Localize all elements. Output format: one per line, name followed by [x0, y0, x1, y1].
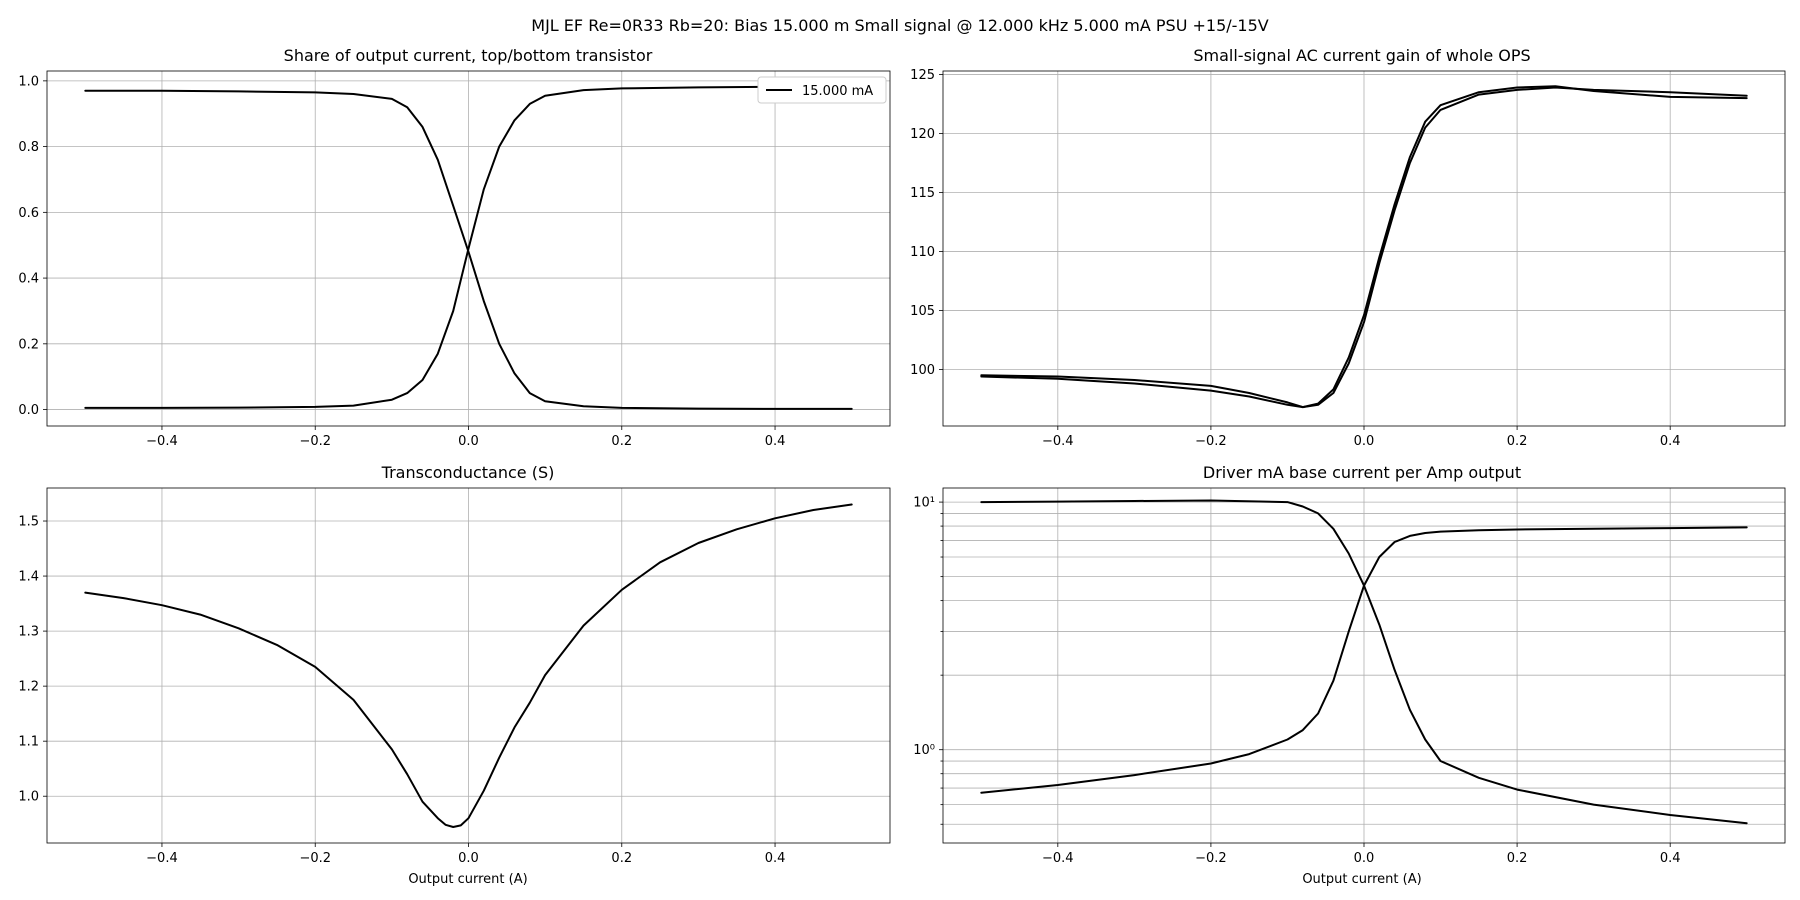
x-tick-label: −0.2: [299, 434, 331, 449]
subplot-transconductance: Transconductance (S) Output current (A) …: [18, 463, 891, 887]
y-tick-label: 100: [910, 363, 935, 378]
x-tick-label: −0.4: [146, 434, 178, 449]
x-tick-label: 0.2: [1507, 851, 1528, 866]
y-tick-label: 115: [910, 186, 935, 201]
x-tick-label: −0.2: [1195, 434, 1227, 449]
y-tick-label: 1.0: [18, 74, 39, 89]
x-tick-label: 0.2: [1507, 434, 1528, 449]
subplot-title: Small-signal AC current gain of whole OP…: [1193, 46, 1530, 65]
grid: [943, 71, 1785, 426]
x-tick-label: −0.2: [1195, 851, 1227, 866]
series-line-2: [980, 526, 1748, 794]
y-tick-label: 1.4: [18, 570, 39, 585]
y-tick-label: 1.2: [18, 680, 39, 695]
x-tick-label: 0.0: [458, 434, 479, 449]
y-tick-label: 0.8: [18, 140, 39, 155]
x-tick-label: −0.4: [146, 851, 178, 866]
x-axis-label: Output current (A): [1302, 872, 1421, 887]
legend-entry-label: 15.000 mA: [802, 84, 873, 99]
y-tick-label: 0.2: [18, 337, 39, 352]
y-tick-label: 110: [910, 245, 935, 260]
y-tick-label: 0.4: [18, 272, 39, 287]
subplot-driver-current: Driver mA base current per Amp output Ou…: [913, 463, 1786, 887]
grid: [47, 488, 890, 843]
x-tick-label: 0.2: [611, 851, 632, 866]
subplot-gain: Small-signal AC current gain of whole OP…: [910, 46, 1786, 449]
x-tick-label: 0.0: [458, 851, 479, 866]
subplot-title: Share of output current, top/bottom tran…: [284, 46, 653, 65]
x-tick-label: 0.4: [1660, 851, 1681, 866]
grid: [943, 488, 1785, 843]
axes-frame: [46, 70, 891, 427]
y-tick-label: 1.0: [18, 790, 39, 805]
legend: 15.000 mA: [757, 76, 887, 104]
y-tick-label: 0.6: [18, 206, 39, 221]
subplot-share: Share of output current, top/bottom tran…: [18, 46, 891, 449]
series-line-1: [980, 499, 1748, 825]
series-line-1: [84, 85, 853, 409]
series-line-2: [84, 89, 853, 410]
x-tick-label: 0.0: [1354, 434, 1375, 449]
x-tick-label: 0.0: [1354, 851, 1375, 866]
x-tick-label: −0.4: [1042, 851, 1074, 866]
subplot-title: Transconductance (S): [381, 463, 555, 482]
subplot-title: Driver mA base current per Amp output: [1203, 463, 1521, 482]
legend-box: [757, 76, 887, 104]
x-tick-label: −0.4: [1042, 434, 1074, 449]
y-tick-label: 0.0: [18, 403, 39, 418]
y-tick-label: 10¹: [913, 496, 935, 511]
series-line-1: [84, 503, 853, 828]
y-tick-label: 10⁰: [913, 743, 935, 758]
x-tick-label: 0.4: [765, 851, 786, 866]
x-tick-label: −0.2: [299, 851, 331, 866]
y-tick-label: 1.1: [18, 735, 39, 750]
y-tick-label: 1.3: [18, 625, 39, 640]
figure-suptitle: MJL EF Re=0R33 Rb=20: Bias 15.000 m Smal…: [531, 16, 1268, 35]
x-axis-label: Output current (A): [408, 872, 527, 887]
grid: [47, 71, 890, 426]
axes-frame: [942, 487, 1786, 844]
y-tick-label: 125: [910, 68, 935, 83]
axes-frame: [46, 487, 891, 844]
x-tick-label: 0.2: [611, 434, 632, 449]
axes-frame: [942, 70, 1786, 427]
x-tick-label: 0.4: [1660, 434, 1681, 449]
x-tick-label: 0.4: [765, 434, 786, 449]
y-tick-label: 120: [910, 127, 935, 142]
series-line-1: [980, 86, 1748, 409]
y-tick-label: 1.5: [18, 515, 39, 530]
y-tick-label: 105: [910, 304, 935, 319]
series-line-2: [980, 85, 1748, 409]
